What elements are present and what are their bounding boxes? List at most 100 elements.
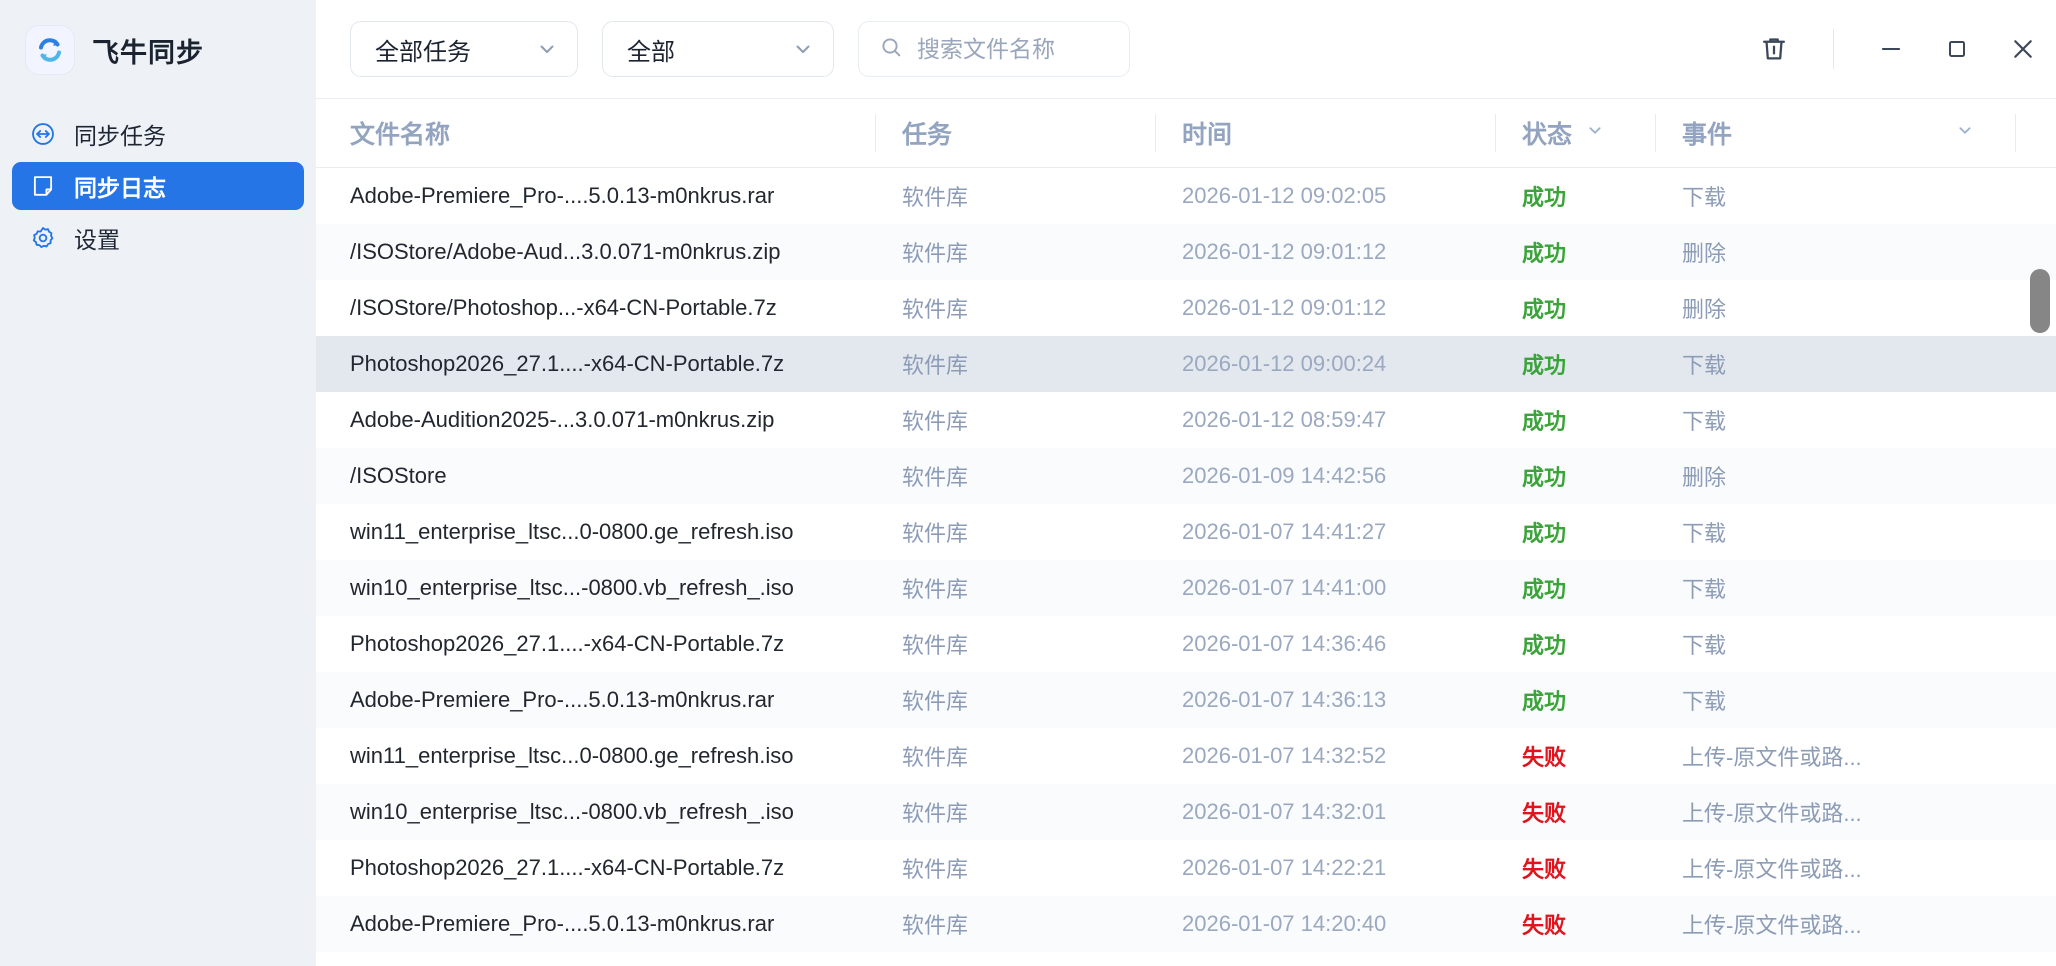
chevron-down-icon [791,37,815,61]
toolbar: 全部任务 全部 [316,0,2056,98]
cell-task: 软件库 [902,465,969,490]
cell-time: 2026-01-09 14:42:56 [1182,463,1387,488]
cell-file-name: Photoshop2026_27.1....-x64-CN-Portable.7… [350,631,785,656]
cell-file-name: /ISOStore/Photoshop...-x64-CN-Portable.7… [350,295,777,320]
table-row[interactable]: Adobe-Audition2025-...3.0.071-m0nkrus.zi… [316,392,2056,448]
search-box[interactable] [858,21,1130,77]
sidebar-nav: 同步任务 同步日志 设置 [0,110,316,262]
task-filter-value: 全部任务 [375,38,471,66]
cell-file-name: /ISOStore/Adobe-Aud...3.0.071-m0nkrus.zi… [350,239,781,264]
status-badge: 失败 [1522,913,1567,938]
cell-time: 2026-01-07 14:22:21 [1182,855,1387,880]
cell-file-name: Adobe-Premiere_Pro-....5.0.13-m0nkrus.ra… [350,911,775,936]
column-header-label: 文件名称 [350,121,451,149]
status-badge: 成功 [1522,297,1567,322]
status-badge: 成功 [1522,185,1567,210]
cell-time: 2026-01-12 09:01:12 [1182,295,1387,320]
cell-file-name: Adobe-Audition2025-...3.0.071-m0nkrus.zi… [350,407,775,432]
cell-file-name: win10_enterprise_ltsc...-0800.vb_refresh… [350,799,794,824]
table-row[interactable]: /ISOStore/Photoshop...-x64-CN-Portable.7… [316,280,2056,336]
cell-task: 软件库 [902,913,969,938]
column-header-status[interactable]: 状态 [1495,98,1656,168]
sidebar-item-label: 同步日志 [74,175,166,201]
column-divider [1495,114,1496,152]
status-badge: 成功 [1522,521,1567,546]
cell-task: 软件库 [902,745,969,770]
sidebar-item-sync-log[interactable]: 同步日志 [12,162,304,210]
table-row[interactable]: /ISOStore/Adobe-Aud...3.0.071-m0nkrus.zi… [316,224,2056,280]
column-divider [875,114,876,152]
cell-task: 软件库 [902,689,969,714]
sidebar-item-settings[interactable]: 设置 [12,214,304,262]
close-button[interactable] [1990,0,2056,98]
cell-event: 上传-原文件或路... [1682,913,1862,938]
status-badge: 成功 [1522,409,1567,434]
table-row[interactable]: Adobe-Premiere_Pro-....5.0.13-m0nkrus.ra… [316,168,2056,224]
task-filter-dropdown[interactable]: 全部任务 [350,21,578,77]
column-header-label: 任务 [902,121,953,149]
table-header-row: 文件名称 任务 时间 状态 [316,98,2056,168]
cell-time: 2026-01-12 08:59:47 [1182,407,1387,432]
cell-time: 2026-01-07 14:41:00 [1182,575,1387,600]
sidebar-item-sync-task[interactable]: 同步任务 [12,110,304,158]
cell-event: 下载 [1682,353,1727,378]
cell-task: 软件库 [902,241,969,266]
cell-file-name: Photoshop2026_27.1....-x64-CN-Portable.7… [350,855,785,880]
vertical-scrollbar[interactable] [2030,269,2050,966]
column-header-name: 文件名称 [350,98,876,168]
maximize-button[interactable] [1924,0,1990,98]
sync-logo-icon [26,26,74,74]
cell-time: 2026-01-12 09:02:05 [1182,183,1387,208]
status-badge: 成功 [1522,353,1567,378]
cell-file-name: win10_enterprise_ltsc...-0800.vb_refresh… [350,575,794,600]
scrollbar-thumb[interactable] [2030,269,2050,333]
status-badge: 成功 [1522,633,1567,658]
chevron-down-icon[interactable] [1584,119,1606,148]
status-badge: 失败 [1522,857,1567,882]
toolbar-divider [1833,29,1834,69]
cell-event: 下载 [1682,689,1727,714]
cell-task: 软件库 [902,577,969,602]
table-row[interactable]: win10_enterprise_ltsc...-0800.vb_refresh… [316,784,2056,840]
table-row[interactable]: Adobe-Premiere_Pro-....5.0.13-m0nkrus.ra… [316,896,2056,952]
column-header-event[interactable]: 事件 [1655,98,2016,168]
status-filter-value: 全部 [627,38,675,66]
toolbar-right [1743,0,2056,98]
table-row[interactable]: /ISOStore 软件库 2026-01-09 14:42:56 成功 删除 [316,448,2056,504]
column-header-label: 时间 [1182,121,1233,149]
cell-event: 下载 [1682,521,1727,546]
cell-task: 软件库 [902,857,969,882]
cell-file-name: /ISOStore [350,463,447,488]
table-row[interactable]: win11_enterprise_ltsc...0-0800.ge_refres… [316,504,2056,560]
table-body: Adobe-Premiere_Pro-....5.0.13-m0nkrus.ra… [316,168,2056,952]
table-row[interactable]: Adobe-Premiere_Pro-....5.0.13-m0nkrus.ra… [316,672,2056,728]
status-badge: 失败 [1522,801,1567,826]
cell-event: 上传-原文件或路... [1682,801,1862,826]
cell-time: 2026-01-07 14:41:27 [1182,519,1387,544]
sidebar: 飞牛同步 同步任务 [0,0,316,966]
cell-task: 软件库 [902,521,969,546]
table-row[interactable]: Photoshop2026_27.1....-x64-CN-Portable.7… [316,840,2056,896]
table-row[interactable]: Photoshop2026_27.1....-x64-CN-Portable.7… [316,616,2056,672]
delete-logs-button[interactable] [1743,18,1805,80]
search-input[interactable] [917,35,1113,63]
cell-time: 2026-01-07 14:36:46 [1182,631,1387,656]
cell-event: 下载 [1682,577,1727,602]
table-row[interactable]: win10_enterprise_ltsc...-0800.vb_refresh… [316,560,2056,616]
status-filter-dropdown[interactable]: 全部 [602,21,834,77]
column-header-time: 时间 [1155,98,1496,168]
chevron-down-icon[interactable] [1954,119,1976,148]
cell-file-name: Adobe-Premiere_Pro-....5.0.13-m0nkrus.ra… [350,183,775,208]
cell-file-name: Photoshop2026_27.1....-x64-CN-Portable.7… [350,351,785,376]
cell-event: 下载 [1682,409,1727,434]
cell-file-name: win11_enterprise_ltsc...0-0800.ge_refres… [350,519,794,544]
cell-time: 2026-01-07 14:32:52 [1182,743,1387,768]
status-badge: 成功 [1522,577,1567,602]
status-badge: 成功 [1522,241,1567,266]
table-row[interactable]: win11_enterprise_ltsc...0-0800.ge_refres… [316,728,2056,784]
minimize-button[interactable] [1858,0,1924,98]
cell-task: 软件库 [902,297,969,322]
column-header-spacer [2015,98,2056,168]
app-title: 飞牛同步 [92,37,204,68]
table-row[interactable]: Photoshop2026_27.1....-x64-CN-Portable.7… [316,336,2056,392]
